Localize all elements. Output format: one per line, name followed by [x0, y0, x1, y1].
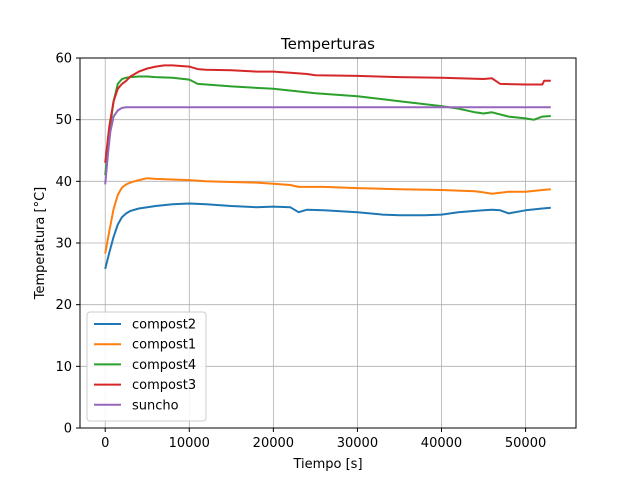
series-lines — [104, 64, 551, 270]
x-tick-label: 40000 — [421, 436, 462, 451]
y-tick-label: 50 — [55, 113, 72, 128]
series-line-suncho — [104, 106, 551, 185]
y-tick-label: 0 — [64, 422, 72, 437]
x-axis-label: Tiempo [s] — [292, 457, 362, 472]
chart-title: Temperturas — [280, 35, 375, 53]
series-line-compost4 — [104, 75, 551, 176]
series-line-compost2 — [104, 202, 551, 270]
x-tick-label: 30000 — [337, 436, 378, 451]
y-tick-label: 20 — [55, 298, 72, 313]
axis-ticks: 0 10000 20000 30000 40000 50000 0 10 20 30 40 50 60 — [55, 52, 546, 452]
x-tick-label: 0 — [101, 436, 109, 451]
y-tick-label: 10 — [55, 360, 72, 375]
x-tick-label: 20000 — [253, 436, 294, 451]
y-tick-label: 40 — [55, 175, 72, 190]
legend-entry-compost1: compost1 — [132, 338, 196, 353]
series-line-compost1 — [104, 177, 551, 254]
x-tick-label: 50000 — [505, 436, 546, 451]
series-line-compost3 — [104, 64, 551, 163]
y-tick-label: 60 — [55, 52, 72, 67]
x-tick-label: 10000 — [169, 436, 210, 451]
legend-entry-compost3: compost3 — [132, 378, 196, 393]
legend-entry-suncho: suncho — [132, 398, 179, 413]
y-axis-label: Temperatura [°C] — [33, 187, 48, 300]
legend-entry-compost2: compost2 — [132, 318, 196, 333]
legend: compost2 compost1 compost4 compost3 suncho — [86, 311, 207, 422]
legend-box — [86, 311, 207, 422]
y-tick-label: 30 — [55, 237, 72, 252]
legend-entry-compost4: compost4 — [132, 358, 196, 373]
